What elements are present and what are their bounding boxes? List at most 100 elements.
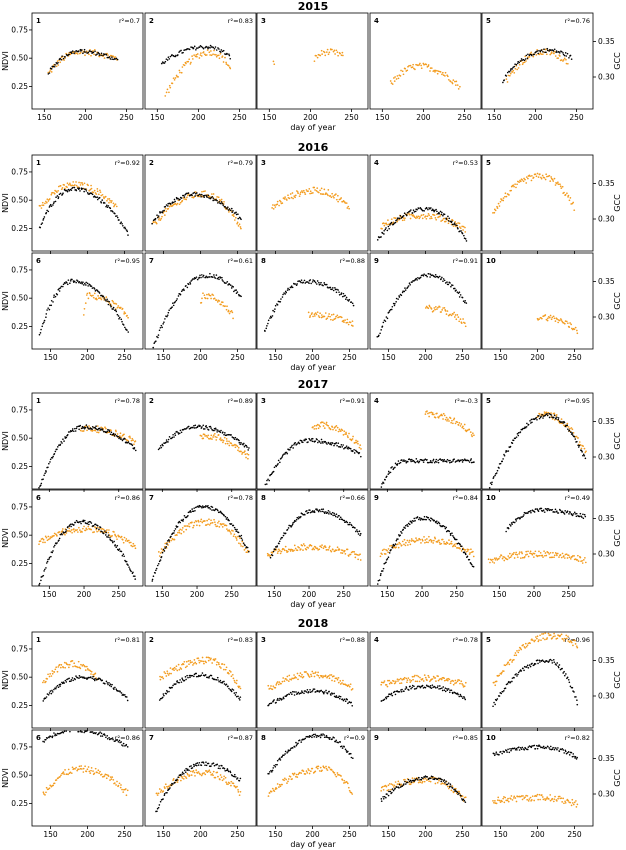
gcc-point <box>177 663 180 666</box>
gcc-point <box>223 663 226 666</box>
ndvi-point <box>202 428 205 430</box>
gcc-point <box>525 176 528 178</box>
gcc-point <box>529 552 531 555</box>
ndvi-point <box>564 52 567 54</box>
gcc-point <box>465 550 468 553</box>
gcc-point <box>578 441 581 443</box>
gcc-point <box>428 415 430 418</box>
ndvi-point <box>126 230 129 233</box>
panel-2018-4: 4 r²=0.78 <box>369 631 482 731</box>
gcc-point <box>66 186 68 189</box>
gcc-point <box>234 536 237 538</box>
panel-frame <box>256 12 369 110</box>
ndvi-point <box>62 285 64 288</box>
gcc-point <box>187 60 190 63</box>
ndvi-point <box>519 60 522 62</box>
gcc-point <box>234 681 236 684</box>
gcc-point <box>246 549 249 552</box>
ndvi-point <box>168 690 170 693</box>
ndvi-point <box>346 521 349 524</box>
gcc-point <box>562 59 565 61</box>
gcc-point <box>567 194 570 197</box>
ndvi-point <box>574 513 577 515</box>
gcc-point <box>184 525 187 527</box>
ndvi-point <box>569 54 572 57</box>
ndvi-point <box>201 46 204 49</box>
gcc-point <box>112 202 115 205</box>
gcc-point <box>222 305 225 307</box>
ndvi-point <box>272 309 274 312</box>
ndvi-point <box>163 694 165 697</box>
ndvi-point <box>59 192 62 195</box>
ndvi-point <box>451 223 454 226</box>
ndvi-point <box>401 291 404 294</box>
gcc-point <box>583 447 586 450</box>
gcc-point <box>90 54 92 57</box>
gcc-point <box>553 52 555 55</box>
ndvi-point <box>438 688 440 690</box>
gcc-point <box>110 201 112 204</box>
ndvi-point <box>546 414 549 417</box>
ndvi-point <box>330 443 333 446</box>
gcc-point <box>282 548 285 550</box>
ndvi-point <box>291 523 294 526</box>
gcc-point <box>209 294 212 297</box>
gcc-point <box>286 675 289 678</box>
gcc-point <box>434 416 437 419</box>
ndvi-point <box>48 72 51 74</box>
ndvi-point <box>51 551 54 554</box>
gcc-point <box>460 423 463 425</box>
gcc-point <box>414 674 416 677</box>
ndvi-point <box>342 292 345 295</box>
gcc-point <box>207 434 210 437</box>
ndvi-point <box>66 526 69 528</box>
ndvi-point <box>314 281 317 284</box>
ndvi-point <box>331 288 333 291</box>
gcc-point <box>133 443 135 446</box>
gcc-point <box>218 665 221 668</box>
ndvi-point <box>159 559 162 561</box>
gcc-point <box>100 194 103 197</box>
ndvi-point <box>110 431 113 434</box>
gcc-point <box>342 549 344 552</box>
gcc-point <box>357 558 359 561</box>
ndvi-point <box>462 459 465 462</box>
ndvi-point <box>230 287 233 289</box>
gcc-point <box>159 678 162 681</box>
ndvi-point <box>46 309 48 311</box>
gcc-point <box>336 426 339 429</box>
gcc-point <box>77 531 79 533</box>
ndvi-point <box>291 286 294 289</box>
gcc-point <box>541 53 544 56</box>
gcc-point <box>332 195 335 198</box>
gcc-point <box>395 78 398 80</box>
ndvi-point <box>320 442 322 444</box>
gcc-point <box>523 61 526 64</box>
gcc-point <box>516 180 519 183</box>
ndvi-point <box>160 446 163 449</box>
ndvi-point <box>210 674 213 677</box>
gcc-series <box>380 212 467 233</box>
ndvi-point <box>283 292 285 294</box>
gcc-point <box>296 672 299 675</box>
gcc-point <box>434 71 436 73</box>
gcc-point <box>41 537 44 540</box>
ndvi-point <box>179 293 182 296</box>
ndvi-point <box>86 522 89 525</box>
ndvi-point <box>210 427 212 429</box>
ndvi-point <box>42 322 44 325</box>
gcc-point <box>452 79 455 81</box>
ndvi-point <box>452 460 454 462</box>
ndvi-point <box>548 412 551 415</box>
ndvi-point <box>39 484 42 487</box>
r2-label: r²=-0.3 <box>455 397 478 405</box>
gcc-point <box>440 678 443 681</box>
ndvi-point <box>453 222 456 224</box>
ndvi-point <box>393 544 396 547</box>
gcc-series <box>267 670 354 691</box>
gcc-point <box>425 217 428 220</box>
ndvi-point <box>71 278 73 281</box>
ndvi-tick-label: 0.50 <box>11 531 28 540</box>
ndvi-point <box>334 288 337 291</box>
